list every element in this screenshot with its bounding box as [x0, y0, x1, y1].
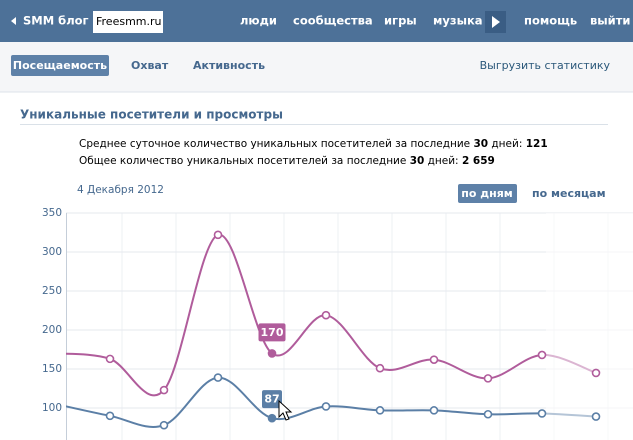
- point: [375, 406, 385, 415]
- partial-fade: [546, 213, 633, 440]
- point: [537, 409, 547, 418]
- point: [375, 363, 385, 373]
- tab[interactable]: Охват: [131, 59, 169, 72]
- point: [483, 374, 493, 383]
- section-title: Уникальные посетители и просмотры: [20, 108, 283, 122]
- nav-item[interactable]: помощь: [524, 14, 577, 28]
- stat-line: Среднее суточное количество уникальных п…: [79, 138, 548, 150]
- point: [53, 350, 60, 357]
- cursor: [278, 399, 293, 421]
- back-arrow[interactable]: [11, 17, 16, 25]
- point: [591, 368, 601, 378]
- nav-item[interactable]: сообщества: [293, 14, 373, 28]
- point: [429, 355, 439, 364]
- back-link[interactable]: SMM блог: [23, 14, 89, 28]
- tooltip: [258, 323, 286, 342]
- point: [321, 310, 331, 320]
- nav-item[interactable]: музыка: [433, 14, 483, 28]
- search-text: Freesmm.ru: [96, 15, 162, 28]
- point: [591, 412, 601, 421]
- tooltip: [262, 390, 282, 409]
- y-tick-label: 150: [42, 363, 62, 375]
- stat-text: дней:: [488, 138, 526, 150]
- stat-text: Общее количество уникальных посетителей …: [79, 155, 410, 167]
- period[interactable]: по дням: [461, 187, 513, 200]
- stat-text: дней:: [424, 155, 462, 167]
- y-tick-label: 200: [42, 324, 62, 336]
- point: [105, 411, 115, 421]
- date: 4 Декабря 2012: [77, 184, 164, 196]
- export-link[interactable]: Выгрузить статистику: [480, 59, 611, 72]
- y-tick-label: 350: [42, 207, 62, 219]
- period-selected[interactable]: [458, 184, 517, 203]
- stat-line: Общее количество уникальных посетителей …: [79, 155, 495, 167]
- stat-bold: 30: [473, 138, 488, 150]
- point: [321, 402, 331, 411]
- stat-bold: 121: [526, 138, 548, 150]
- y-tick-label: 300: [42, 246, 62, 258]
- search-box[interactable]: [93, 11, 163, 33]
- point: [267, 413, 277, 423]
- plot-area: [53, 213, 633, 440]
- point: [483, 409, 493, 419]
- point: [159, 385, 169, 395]
- point: [537, 350, 547, 360]
- tab[interactable]: Активность: [193, 59, 265, 72]
- chart: 100 150 200 250 300 350 170 87: [42, 207, 633, 440]
- nav-item[interactable]: люди: [240, 14, 277, 28]
- point: [159, 420, 169, 430]
- nav-item[interactable]: выйти: [590, 14, 630, 28]
- stat-bold: 2 659: [462, 155, 495, 167]
- stat-text: Среднее суточное количество уникальных п…: [79, 138, 473, 150]
- tooltip-label: 170: [261, 326, 284, 339]
- tab-selected[interactable]: [11, 55, 109, 76]
- point: [213, 230, 223, 240]
- point: [105, 354, 115, 364]
- tab[interactable]: Посещаемость: [13, 59, 107, 72]
- more-arrow: [492, 16, 500, 28]
- y-tick-label: 250: [42, 285, 62, 297]
- point: [267, 349, 277, 358]
- y-tick-label: 100: [42, 402, 62, 414]
- tooltip-label: 87: [264, 393, 279, 406]
- stat-bold: 30: [410, 155, 425, 167]
- point: [213, 373, 223, 382]
- point: [429, 406, 439, 415]
- nav-item[interactable]: игры: [384, 14, 417, 28]
- period[interactable]: по месяцам: [532, 187, 606, 200]
